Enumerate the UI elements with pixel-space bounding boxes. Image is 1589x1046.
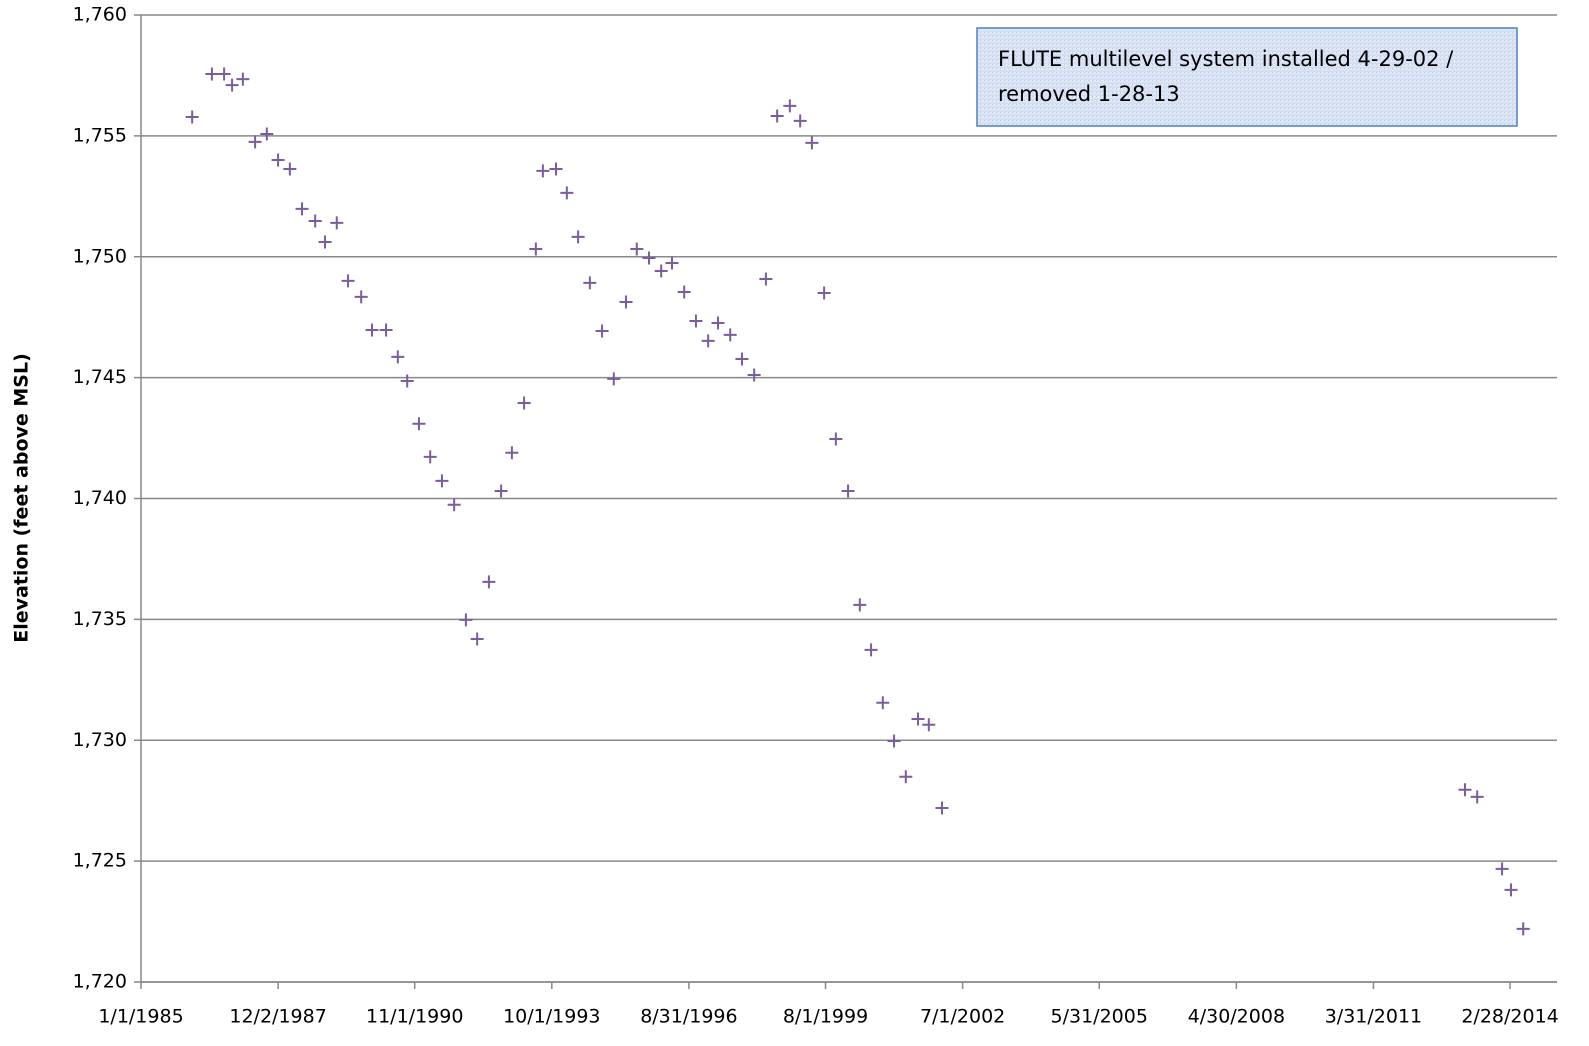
y-tick-label: 1,730 — [73, 729, 127, 751]
point — [935, 801, 949, 815]
point — [549, 162, 563, 176]
x-tick-label: 8/31/1996 — [640, 1006, 737, 1028]
point — [770, 109, 784, 123]
point — [841, 484, 855, 498]
point — [423, 450, 437, 464]
point — [899, 770, 913, 784]
point — [630, 242, 644, 256]
y-tick-label: 1,735 — [73, 608, 127, 630]
point — [248, 135, 262, 149]
point — [619, 295, 633, 309]
point — [295, 202, 309, 216]
x-tick-label: 10/1/1993 — [503, 1006, 600, 1028]
point — [595, 324, 609, 338]
x-tick-label: 12/2/1987 — [229, 1006, 326, 1028]
point — [318, 235, 332, 249]
point — [379, 323, 393, 337]
point — [271, 153, 285, 167]
point — [677, 285, 691, 299]
point — [654, 264, 668, 278]
point — [829, 432, 843, 446]
y-tick-label: 1,745 — [73, 366, 127, 388]
point — [400, 374, 414, 388]
point — [665, 256, 679, 270]
point — [642, 251, 656, 265]
point — [607, 372, 621, 386]
point — [470, 632, 484, 646]
point — [817, 286, 831, 300]
x-tick-label: 3/31/2011 — [1325, 1006, 1422, 1028]
annotation-line: removed 1-28-13 — [998, 82, 1180, 106]
point — [330, 216, 344, 230]
point — [217, 67, 231, 81]
point — [711, 316, 725, 330]
point — [735, 352, 749, 366]
point — [435, 474, 449, 488]
point — [365, 323, 379, 337]
point — [560, 186, 574, 200]
grid — [141, 14, 1557, 983]
point — [494, 484, 508, 498]
x-tick-label: 5/31/2005 — [1051, 1006, 1148, 1028]
point — [783, 99, 797, 113]
point — [205, 67, 219, 81]
point — [876, 696, 890, 710]
point — [747, 368, 761, 382]
point — [260, 127, 274, 141]
y-tick-label: 1,725 — [73, 850, 127, 872]
y-tick-label: 1,740 — [73, 487, 127, 509]
point — [482, 575, 496, 589]
point — [1504, 883, 1518, 897]
point — [459, 613, 473, 627]
point — [185, 110, 199, 124]
point — [412, 417, 426, 431]
point — [1495, 862, 1509, 876]
point — [225, 78, 239, 92]
y-tick-label: 1,755 — [73, 124, 127, 146]
point — [1516, 922, 1530, 936]
point — [864, 643, 878, 657]
annotation-box — [976, 27, 1518, 127]
point — [723, 328, 737, 342]
x-tick-label: 4/30/2008 — [1188, 1006, 1285, 1028]
point — [759, 272, 773, 286]
point — [536, 164, 550, 178]
point — [583, 276, 597, 290]
x-tick-label: 7/1/2002 — [920, 1006, 1005, 1028]
x-tick-label: 1/1/1985 — [98, 1006, 183, 1028]
point — [341, 274, 355, 288]
point — [853, 598, 867, 612]
point — [1458, 783, 1472, 797]
point — [529, 242, 543, 256]
y-axis-title: Elevation (feet above MSL) — [11, 353, 33, 643]
point — [236, 72, 250, 86]
point — [911, 712, 925, 726]
x-tick-label: 2/28/2014 — [1461, 1006, 1558, 1028]
points — [185, 67, 1530, 936]
x-tick-label: 8/1/1999 — [783, 1006, 868, 1028]
point — [805, 136, 819, 150]
y-tick-label: 1,750 — [73, 245, 127, 267]
point — [283, 162, 297, 176]
point — [1470, 790, 1484, 804]
point — [793, 114, 807, 128]
x-tick-label: 11/1/1990 — [366, 1006, 463, 1028]
point — [887, 734, 901, 748]
point — [447, 498, 461, 512]
point — [517, 396, 531, 410]
point — [505, 446, 519, 460]
point — [701, 334, 715, 348]
point — [391, 350, 405, 364]
annotation-line: FLUTE multilevel system installed 4-29-0… — [998, 47, 1454, 71]
point — [308, 214, 322, 228]
point — [689, 314, 703, 328]
point — [354, 290, 368, 304]
point — [922, 718, 936, 732]
point — [571, 230, 585, 244]
y-tick-label: 1,760 — [73, 4, 127, 26]
y-tick-label: 1,720 — [73, 971, 127, 993]
